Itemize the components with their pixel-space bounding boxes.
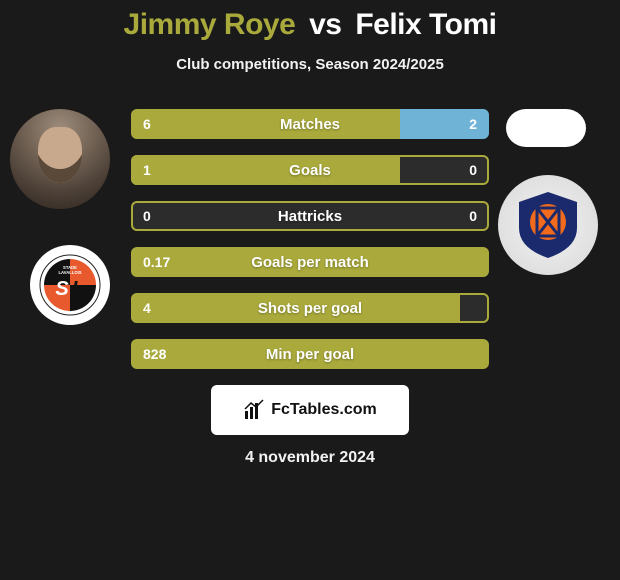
stat-value-right: 0 <box>469 201 477 231</box>
stat-bars: Matches62Goals10Hattricks00Goals per mat… <box>131 109 489 369</box>
player1-photo <box>10 109 110 209</box>
player2-photo-placeholder <box>506 109 586 147</box>
stat-label: Matches <box>131 109 489 139</box>
footer-site-text: FcTables.com <box>271 401 377 419</box>
svg-text:S: S <box>55 278 69 300</box>
stat-label: Goals <box>131 155 489 185</box>
stat-row: Goals1 0 <box>131 155 489 185</box>
stat-value-left: 0.17 <box>143 247 170 277</box>
stat-label: Min per goal <box>131 339 489 369</box>
stat-label: Goals per match <box>131 247 489 277</box>
subtitle: Club competitions, Season 2024/2025 <box>0 56 620 73</box>
stat-row: Shots per goal4 <box>131 293 489 323</box>
svg-text:LAVALLOIS: LAVALLOIS <box>58 270 81 275</box>
container: Jimmy Roye vs Felix Tomi Club competitio… <box>0 0 620 467</box>
stat-row: Matches6 2 <box>131 109 489 139</box>
page-title: Jimmy Roye vs Felix Tomi <box>0 8 620 42</box>
player2-club-badge <box>498 175 598 275</box>
footer-badge: FcTables.com <box>211 385 409 435</box>
stat-row: Hattricks0 0 <box>131 201 489 231</box>
stat-value-left: 6 <box>143 109 151 139</box>
stat-value-left: 828 <box>143 339 166 369</box>
stat-row: Goals per match0.17 <box>131 247 489 277</box>
stat-value-left: 0 <box>143 201 151 231</box>
stat-value-left: 1 <box>143 155 151 185</box>
stat-value-right: 0 <box>469 155 477 185</box>
player2-name: Felix Tomi <box>355 8 496 41</box>
club-badge-left-icon: STADE LAVALLOIS S L <box>38 253 102 317</box>
stat-row: Min per goal828 <box>131 339 489 369</box>
stat-label: Hattricks <box>131 201 489 231</box>
chart-icon <box>243 399 265 421</box>
stat-value-right: 2 <box>469 109 477 139</box>
stat-label: Shots per goal <box>131 293 489 323</box>
player1-name: Jimmy Roye <box>124 8 296 41</box>
player1-club-badge: STADE LAVALLOIS S L <box>30 245 110 325</box>
club-badge-right-icon <box>511 188 585 262</box>
stat-value-left: 4 <box>143 293 151 323</box>
footer-date: 4 november 2024 <box>0 449 620 467</box>
vs-text: vs <box>309 8 341 41</box>
svg-text:L: L <box>72 278 84 300</box>
main: STADE LAVALLOIS S L Matches62Goals10Hatt… <box>0 109 620 369</box>
